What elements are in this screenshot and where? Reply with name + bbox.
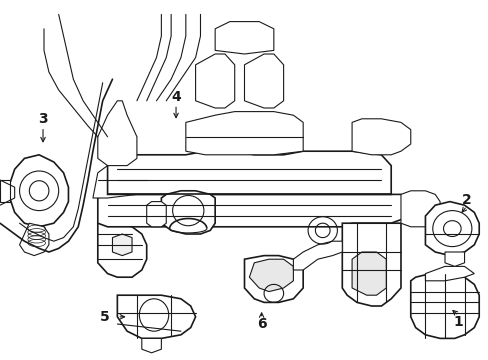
Polygon shape [195,54,234,108]
Polygon shape [15,187,49,223]
Polygon shape [107,151,390,194]
Polygon shape [444,252,464,266]
Polygon shape [10,155,68,227]
Polygon shape [425,202,478,256]
Polygon shape [161,191,215,234]
Polygon shape [215,22,273,54]
Polygon shape [142,338,161,353]
Polygon shape [351,252,386,295]
Polygon shape [400,191,439,227]
Polygon shape [351,119,410,155]
Polygon shape [20,223,49,256]
Text: 4: 4 [171,90,181,104]
Polygon shape [410,274,478,338]
Polygon shape [244,256,303,302]
Polygon shape [93,166,146,198]
Polygon shape [146,202,166,227]
Text: 2: 2 [461,193,471,207]
Text: 6: 6 [256,317,266,331]
Polygon shape [112,234,132,256]
Text: 1: 1 [453,315,463,329]
Polygon shape [293,241,342,270]
Polygon shape [185,112,303,155]
Polygon shape [117,295,195,338]
Polygon shape [0,180,10,202]
Polygon shape [342,223,400,306]
Polygon shape [244,54,283,108]
Polygon shape [249,259,293,292]
Polygon shape [98,194,410,227]
Polygon shape [98,223,146,277]
Text: 5: 5 [100,310,110,324]
Text: 3: 3 [38,112,48,126]
Polygon shape [98,101,137,166]
Polygon shape [425,266,473,281]
